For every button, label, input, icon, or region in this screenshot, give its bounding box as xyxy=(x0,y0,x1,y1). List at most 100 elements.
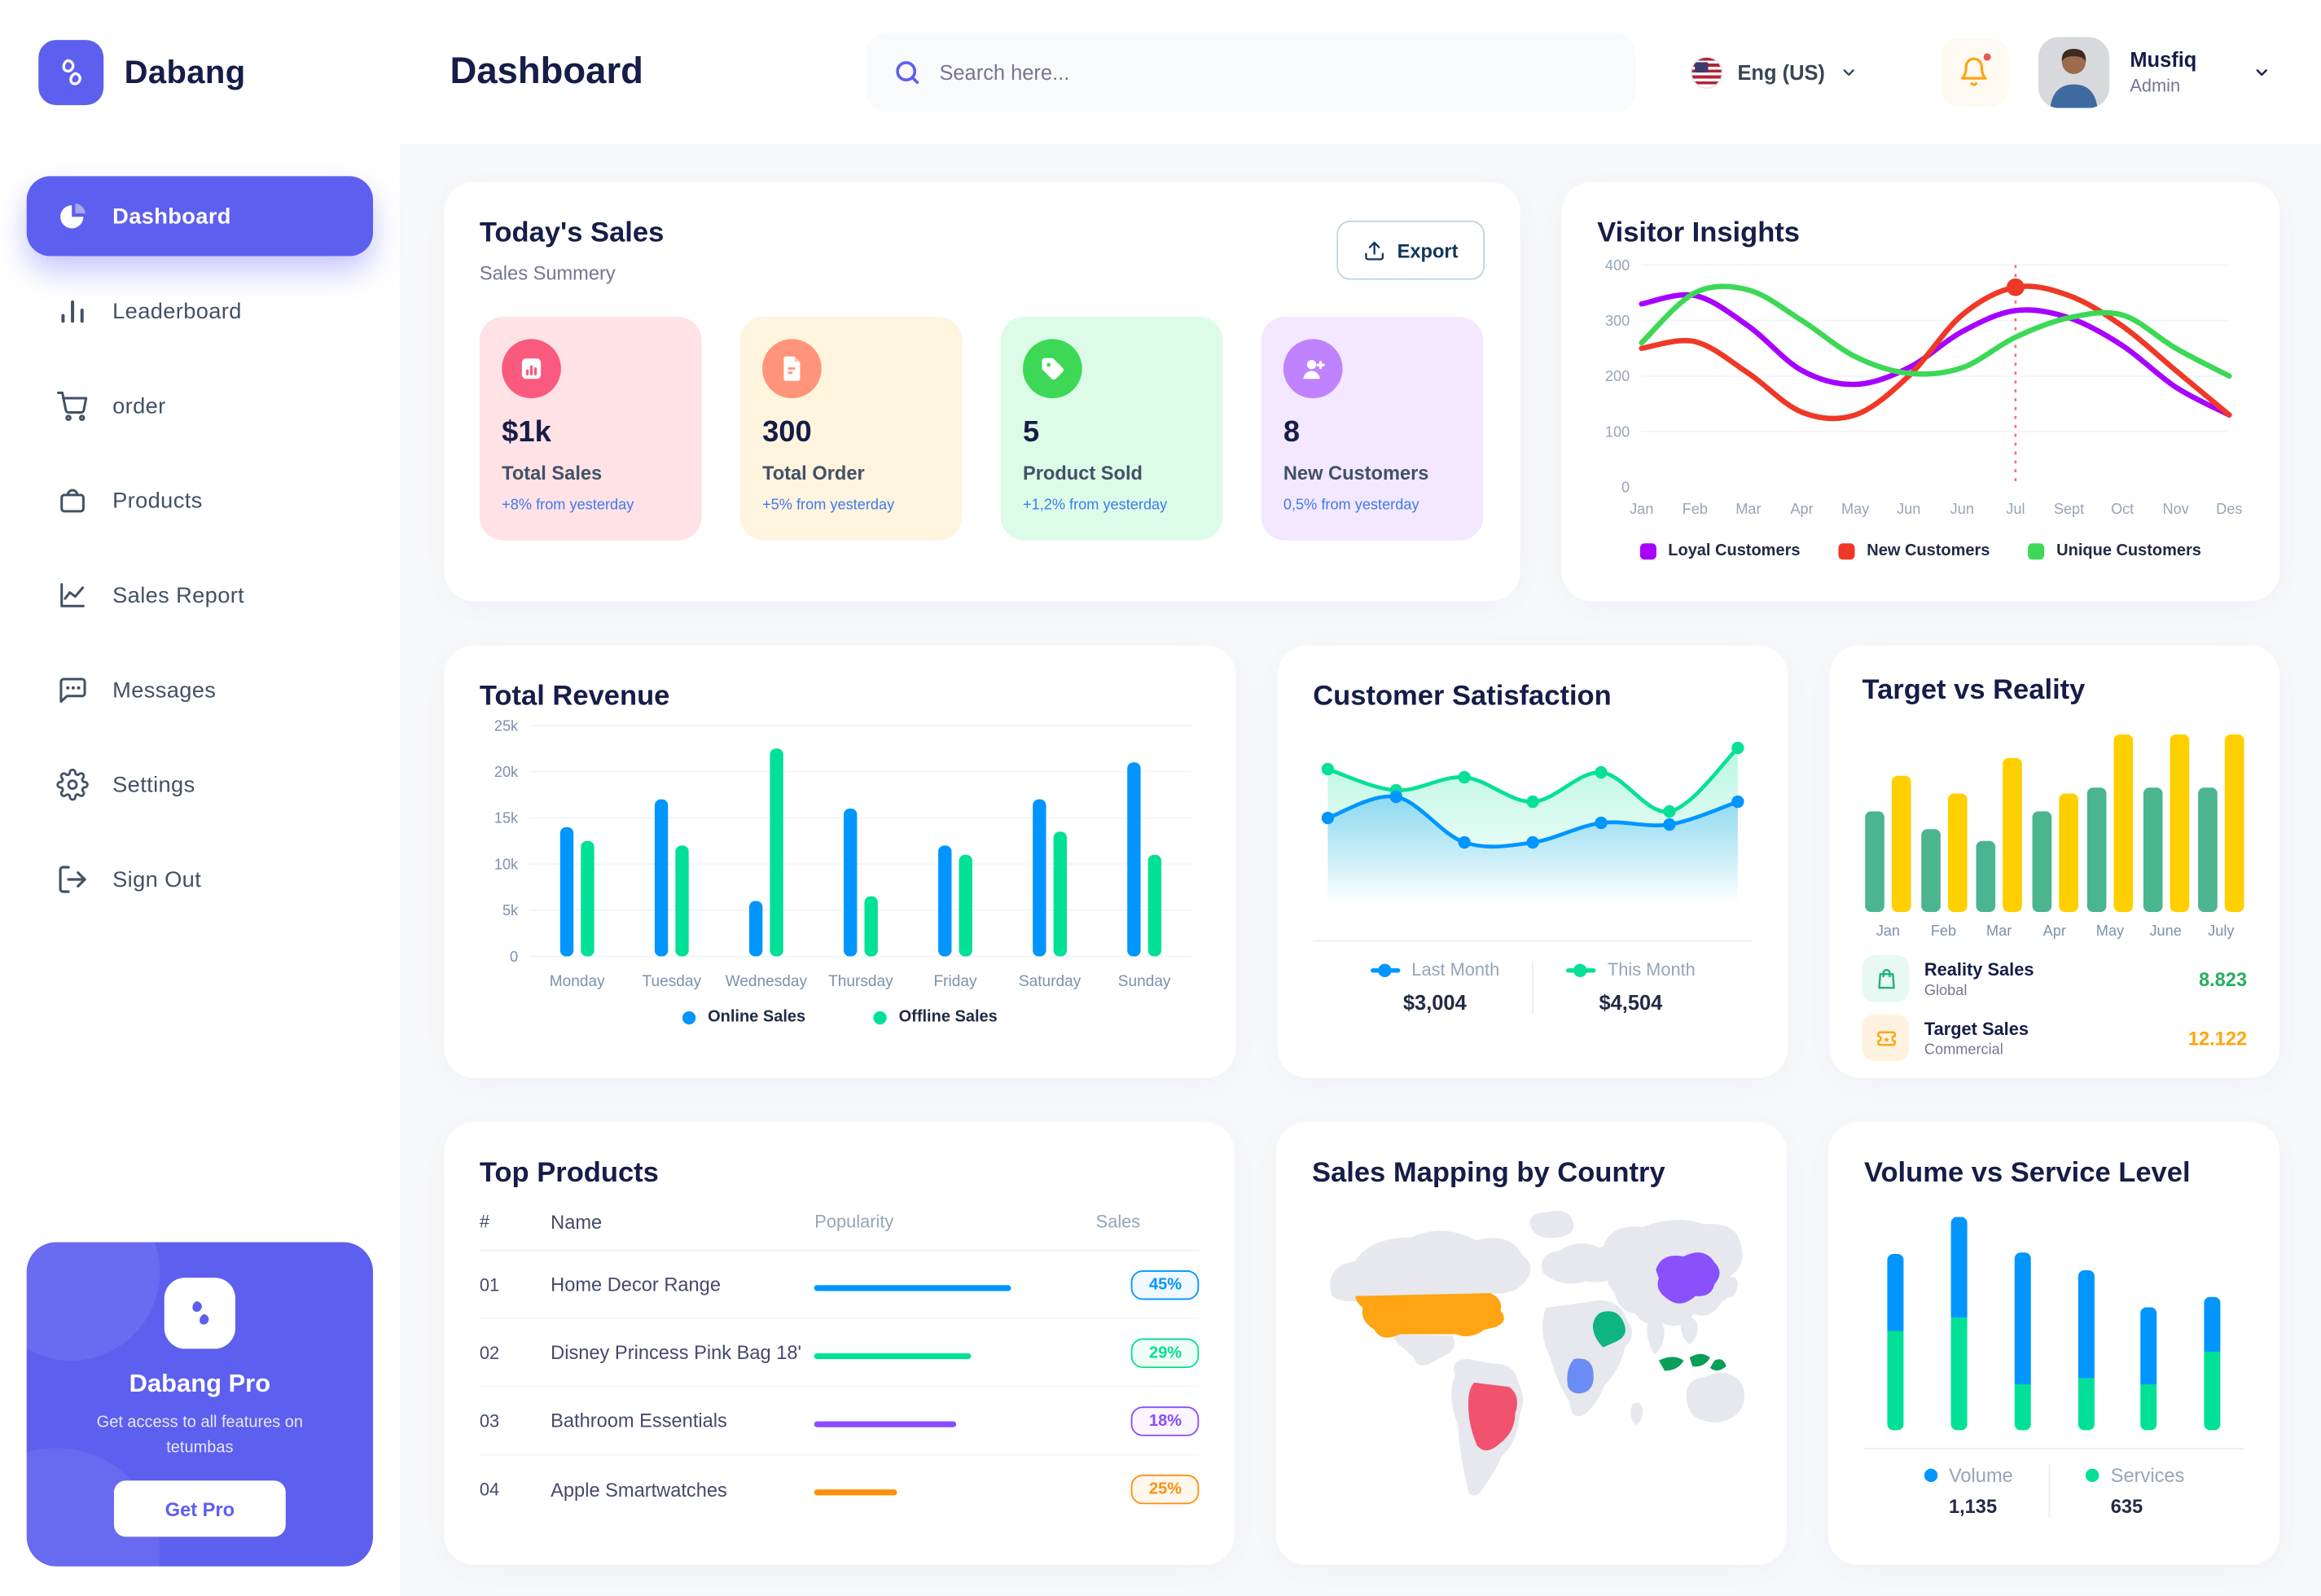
sidebar-item-products[interactable]: Products xyxy=(27,460,373,540)
user-menu-chevron-icon[interactable] xyxy=(2253,63,2271,81)
svg-text:Jun: Jun xyxy=(1950,501,1974,517)
svg-text:Jan: Jan xyxy=(1630,501,1653,517)
table-row: 01 Home Decor Range 45% xyxy=(479,1251,1200,1320)
todays-sales-subtitle: Sales Summery xyxy=(479,261,616,285)
pro-title: Dabang Pro xyxy=(129,1369,271,1398)
svg-text:Wednesday: Wednesday xyxy=(726,973,808,990)
brand-logo-icon xyxy=(38,39,104,105)
volume-vs-service-chart xyxy=(1864,1208,2244,1431)
legend-item: Online Sales xyxy=(682,1008,805,1026)
country-indonesia xyxy=(1659,1353,1727,1371)
search-input[interactable] xyxy=(865,32,1635,112)
user-role: Admin xyxy=(2130,75,2181,97)
sales-mapping-card: Sales Mapping by Country xyxy=(1276,1122,1788,1565)
avatar[interactable] xyxy=(2038,36,2109,107)
product-rank: 04 xyxy=(479,1479,500,1500)
country-democratic-republic-of-congo xyxy=(1568,1358,1595,1394)
region-mexico xyxy=(1393,1334,1455,1366)
sales-badge: 29% xyxy=(1131,1337,1200,1368)
bar-group xyxy=(2031,793,2078,913)
summary-label: New Customers xyxy=(1283,462,1429,484)
legend-item: Volume 1,135 xyxy=(1888,1464,2048,1518)
header: Dabang Dashboard Eng (US) xyxy=(0,0,2321,144)
country-brazil xyxy=(1468,1382,1518,1451)
target-vs-reality-chart xyxy=(1863,722,2248,913)
target-vs-reality-axis: Jan Feb Mar Apr May June July xyxy=(1876,923,2235,940)
product-name: Home Decor Range xyxy=(551,1273,721,1296)
svg-text:0: 0 xyxy=(510,949,518,965)
sidebar: Dashboard Leaderboard order Products Sales R… xyxy=(0,143,400,1596)
table-row: 03 Bathroom Essentials 18% xyxy=(479,1388,1200,1456)
svg-text:Saturday: Saturday xyxy=(1019,973,1082,990)
sidebar-item-sign-out[interactable]: Sign Out xyxy=(27,840,373,919)
continent-australia xyxy=(1687,1372,1745,1423)
export-button[interactable]: Export xyxy=(1336,220,1485,280)
tag-icon xyxy=(1022,339,1082,399)
top-products-table: # Name Popularity Sales 01 Home Decor Ran… xyxy=(479,1211,1200,1524)
order-icon xyxy=(56,389,89,422)
target-vs-reality-card: Target vs Reality Jan Feb Mar Apr May June Jul… xyxy=(1829,645,2280,1078)
stacked-bar xyxy=(2140,1307,2157,1431)
svg-text:Nov: Nov xyxy=(2163,501,2190,517)
stacked-bar xyxy=(2077,1270,2094,1431)
search-icon xyxy=(895,60,919,84)
bar-group xyxy=(2198,734,2244,913)
chevron-down-icon xyxy=(1843,68,1854,76)
legend-item: This Month $4,504 xyxy=(1533,959,1728,1014)
sidebar-item-leaderboard[interactable]: Leaderboard xyxy=(27,271,373,351)
sales-badge: 25% xyxy=(1131,1474,1200,1505)
visitor-insights-chart: 0 100 200 300 400 Jan Feb Mar Apr May Jun Jun Jul Sep… xyxy=(1597,250,2244,533)
svg-text:Monday: Monday xyxy=(550,973,605,990)
country-united-states xyxy=(1356,1293,1505,1338)
sidebar-item-dashboard[interactable]: Dashboard xyxy=(26,176,374,256)
summary-delta: +8% from yesterday xyxy=(502,497,634,514)
svg-text:Apr: Apr xyxy=(1790,501,1813,517)
user-plus-icon xyxy=(1283,339,1343,399)
sales-badge: 45% xyxy=(1131,1269,1200,1300)
customer-satisfaction-chart xyxy=(1313,713,1753,925)
stacked-bar xyxy=(1888,1253,1905,1431)
island-japan xyxy=(1727,1277,1739,1298)
search xyxy=(865,32,1635,112)
svg-text:Des: Des xyxy=(2216,501,2242,517)
volume-vs-service-title: Volume vs Service Level xyxy=(1863,1157,2191,1190)
notifications-button[interactable] xyxy=(1940,37,2009,107)
sidebar-item-order[interactable]: order xyxy=(27,366,373,445)
target-vs-reality-title: Target vs Reality xyxy=(1862,675,2086,707)
svg-text:300: 300 xyxy=(1605,313,1630,329)
continent-north-america xyxy=(1330,1230,1532,1302)
total-revenue-title: Total Revenue xyxy=(479,681,670,712)
svg-text:0: 0 xyxy=(1621,480,1630,496)
summary-card-total-sales: $1k Total Sales +8% from yesterday xyxy=(479,317,702,541)
table-row: 04 Apple Smartwatches 25% xyxy=(480,1455,1200,1524)
svg-text:Sunday: Sunday xyxy=(1118,973,1171,990)
summary-delta: 0,5% from yesterday xyxy=(1283,497,1419,514)
get-pro-button[interactable]: Get Pro xyxy=(113,1480,286,1537)
legend-item: Unique Customers xyxy=(2028,542,2201,559)
legend-row-target-sales: Target Sales Commercial 12.122 xyxy=(1862,1014,2247,1062)
top-products-title: Top Products xyxy=(479,1157,659,1190)
export-icon xyxy=(1365,240,1384,260)
signout-icon xyxy=(56,863,89,896)
language-selector[interactable]: Eng (US) xyxy=(1690,55,1858,89)
main-content: Today's Sales Sales Summery Export $1k To… xyxy=(400,143,2321,1596)
sidebar-item-settings[interactable]: Settings xyxy=(27,745,373,825)
file-icon xyxy=(762,339,822,399)
leaderboard-icon xyxy=(56,295,89,327)
sidebar-item-messages[interactable]: Messages xyxy=(27,650,373,730)
brand-logo[interactable]: Dabang xyxy=(0,39,400,105)
avatar-image xyxy=(2038,36,2109,107)
sidebar-item-sales-report[interactable]: Sales Report xyxy=(27,555,373,635)
world-map xyxy=(1312,1205,1752,1513)
svg-text:Feb: Feb xyxy=(1683,501,1708,517)
summary-value: $1k xyxy=(502,415,551,449)
sales-badge: 18% xyxy=(1131,1405,1200,1436)
continent-greenland xyxy=(1530,1210,1574,1239)
summary-value: 8 xyxy=(1283,415,1301,449)
visitor-insights-title: Visitor Insights xyxy=(1597,217,1801,249)
customer-satisfaction-title: Customer Satisfaction xyxy=(1313,681,1612,712)
product-rank: 03 xyxy=(479,1410,500,1432)
user-meta: Musfiq Admin xyxy=(2130,47,2196,96)
bar-group xyxy=(2086,734,2134,913)
summary-card-product-sold: 5 Product Sold +1,2% from yesterday xyxy=(1000,317,1223,541)
